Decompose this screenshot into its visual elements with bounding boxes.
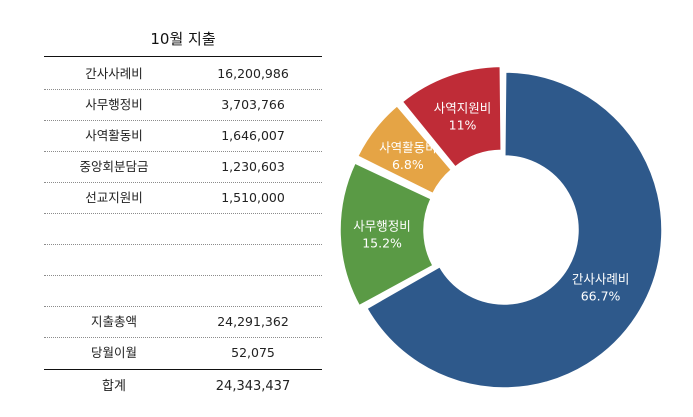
row-divider <box>44 120 322 121</box>
slice-label: 사역지원비 <box>434 100 492 115</box>
slice-1 <box>365 71 663 389</box>
row-label: 지출총액 <box>90 314 137 329</box>
total-label: 합계 <box>102 379 126 394</box>
row-divider <box>44 337 322 338</box>
slice-label: 사역활동비 <box>379 140 437 155</box>
row-label: 간사사례비 <box>85 66 143 81</box>
slice-3 <box>356 104 453 195</box>
row-divider <box>44 244 322 245</box>
row-divider <box>44 275 322 276</box>
row-value: 16,200,986 <box>217 66 289 81</box>
slice-value-label: 6.8% <box>392 157 424 172</box>
row-label: 사역활동비 <box>85 128 143 143</box>
row-label: 선교지원비 <box>85 190 143 205</box>
slice-value-label: 11% <box>449 117 477 132</box>
row-value: 1,646,007 <box>221 128 285 143</box>
row-value: 52,075 <box>231 345 275 360</box>
table-rule <box>44 369 322 370</box>
row-divider <box>44 306 322 307</box>
row-value: 3,703,766 <box>221 97 285 112</box>
table-title: 10월 지출 <box>150 30 216 48</box>
row-divider <box>44 89 322 90</box>
row-divider <box>44 151 322 152</box>
table-rule <box>44 56 322 57</box>
row-label: 사무행정비 <box>85 97 143 112</box>
row-value: 1,230,603 <box>221 159 285 174</box>
slice-value-label: 15.2% <box>362 236 402 251</box>
row-divider <box>44 182 322 183</box>
row-value: 1,510,000 <box>221 190 285 205</box>
slice-value-label: 66.7% <box>581 289 621 304</box>
total-value: 24,343,437 <box>215 379 291 394</box>
row-value: 24,291,362 <box>217 314 289 329</box>
slice-4 <box>401 65 502 168</box>
row-label: 중앙회분담금 <box>79 159 149 174</box>
slice-2 <box>339 162 435 307</box>
row-divider <box>44 213 322 214</box>
slice-label: 간사사례비 <box>572 272 630 287</box>
row-label: 당월이월 <box>90 345 137 360</box>
slice-label: 사무행정비 <box>353 219 411 234</box>
